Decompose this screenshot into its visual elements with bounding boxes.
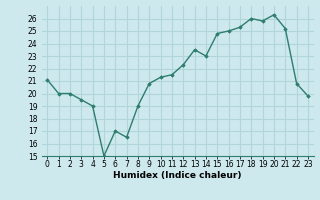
X-axis label: Humidex (Indice chaleur): Humidex (Indice chaleur) <box>113 171 242 180</box>
